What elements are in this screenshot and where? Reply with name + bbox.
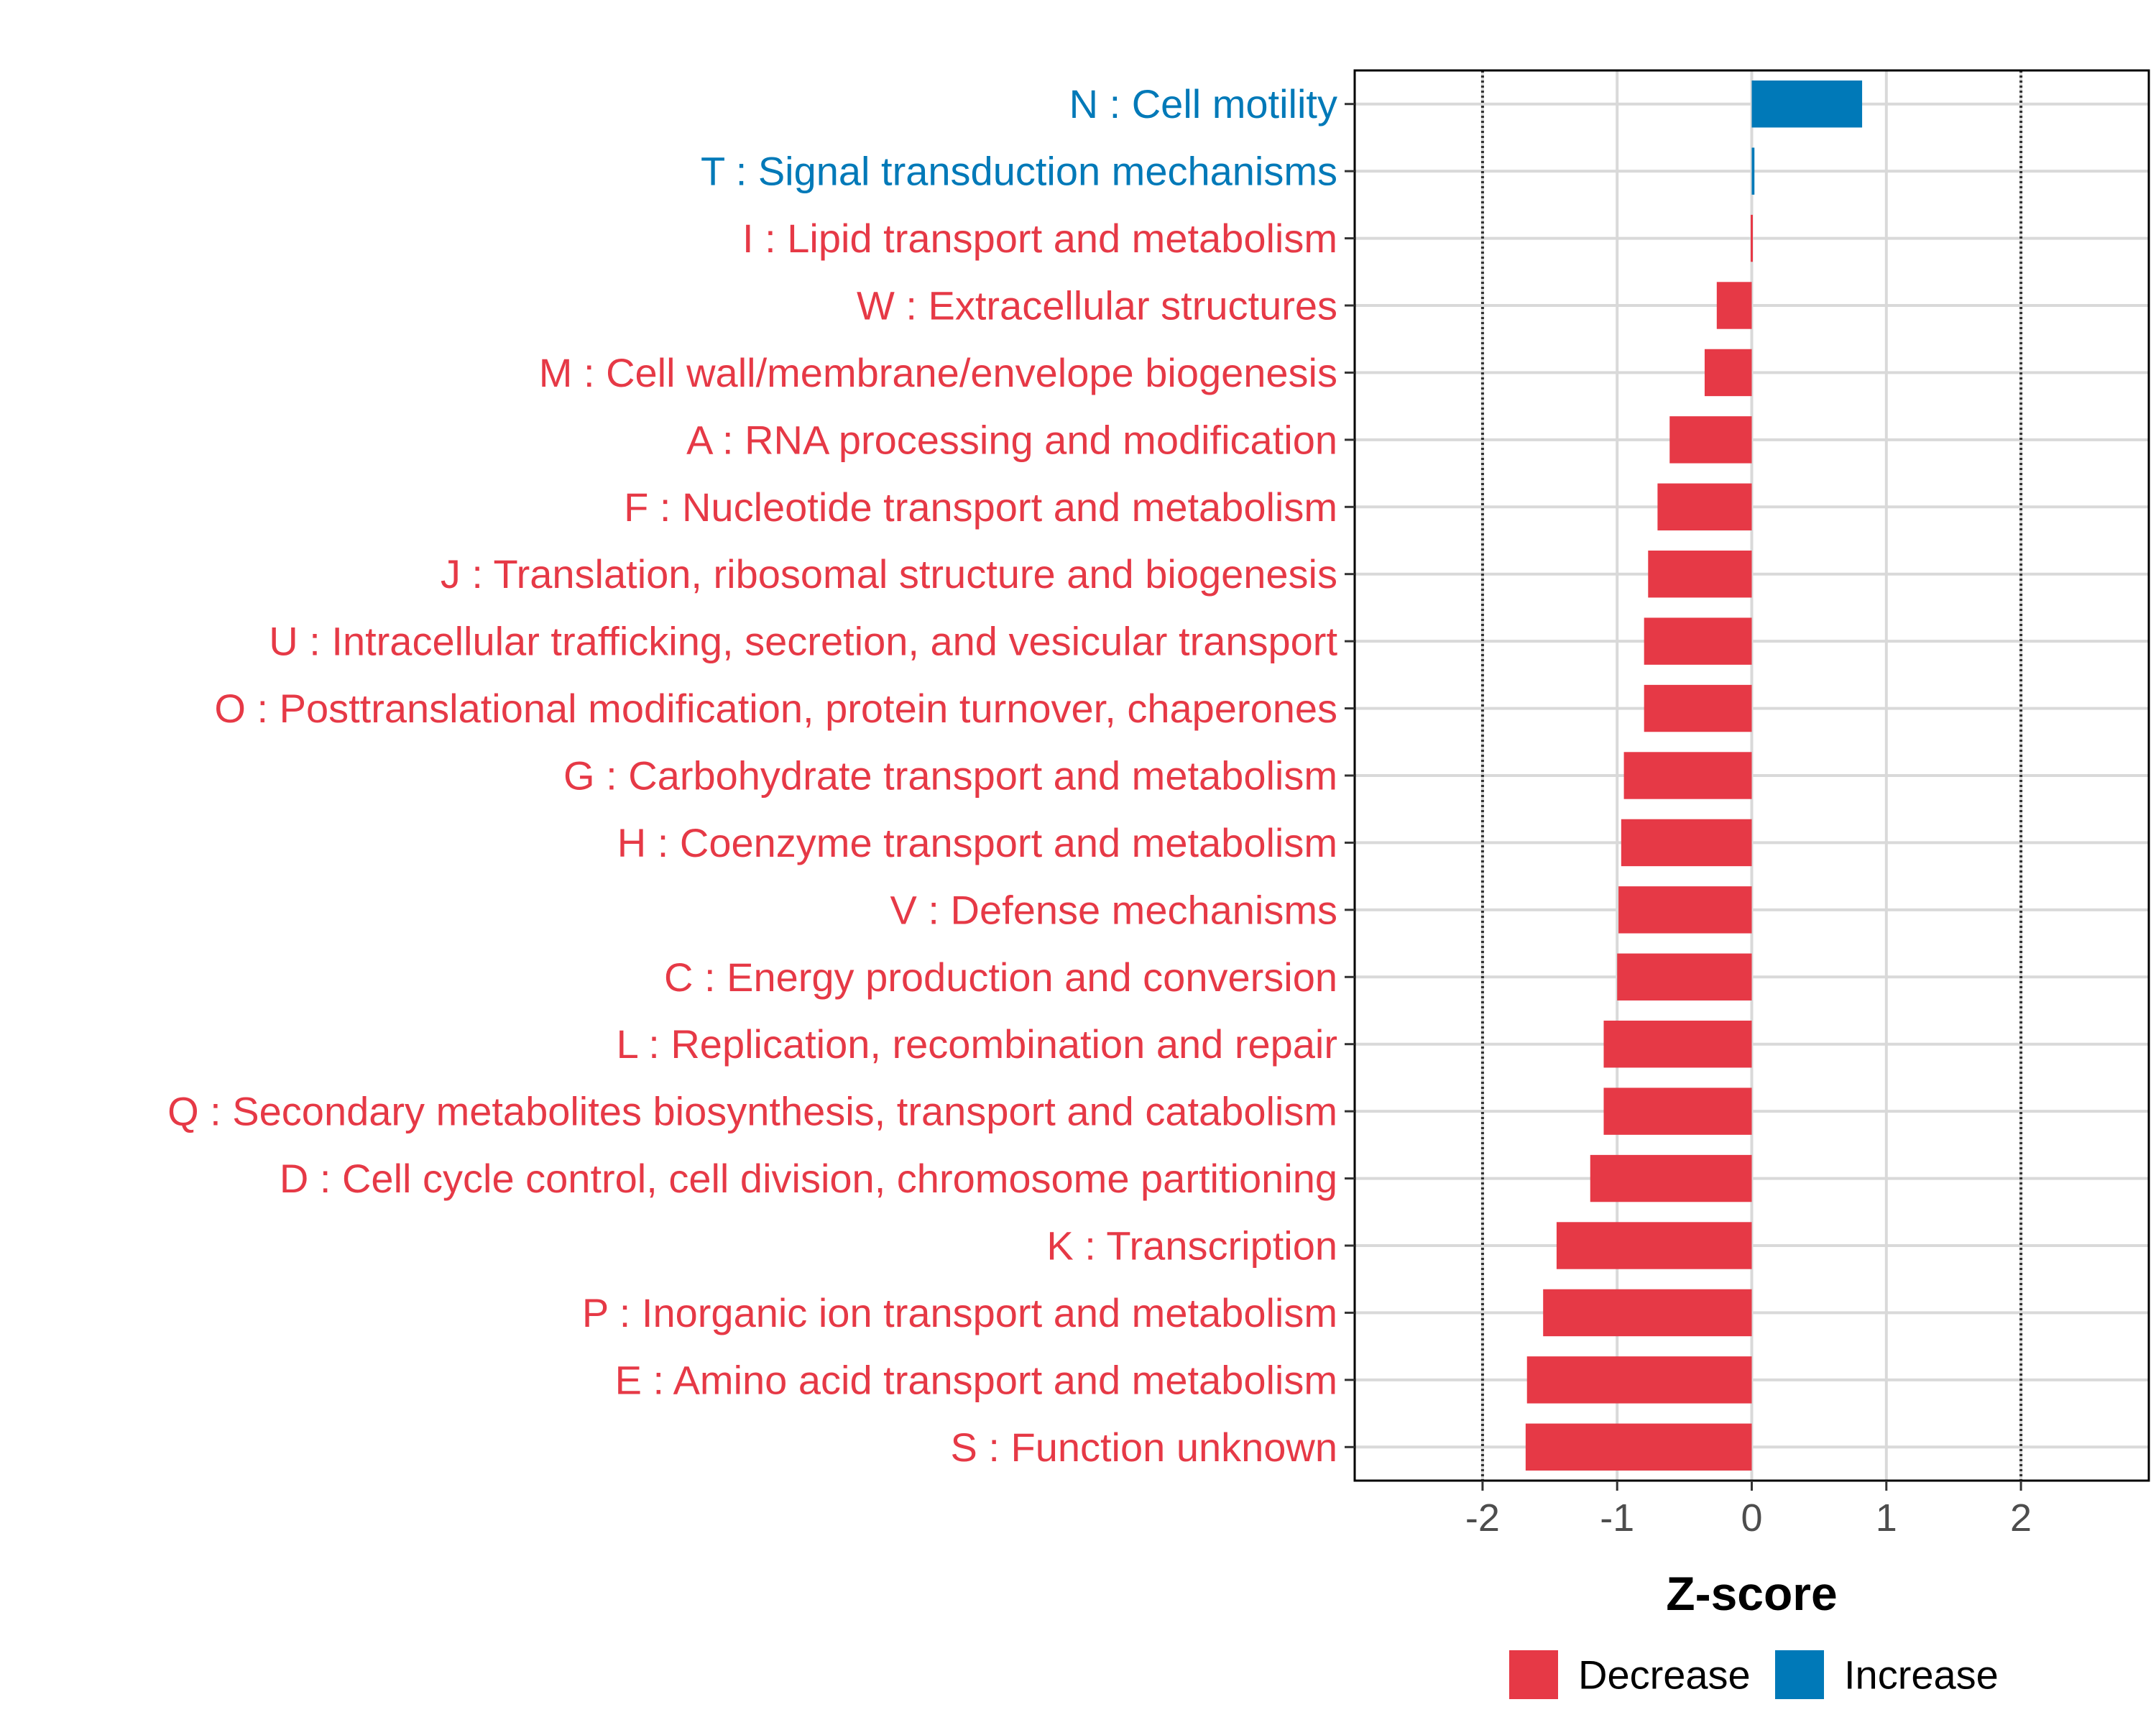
- x-tick-label: -1: [1600, 1496, 1634, 1540]
- y-tick-label: Q : Secondary metabolites biosynthesis, …: [167, 1089, 1337, 1134]
- bar: [1603, 1087, 1752, 1135]
- x-tick-label: -2: [1465, 1496, 1500, 1540]
- x-tick-label: 2: [2010, 1496, 2032, 1540]
- x-tick-label: 1: [1876, 1496, 1897, 1540]
- y-tick-label: H : Coenzyme transport and metabolism: [617, 820, 1337, 865]
- y-tick-label: C : Energy production and conversion: [664, 954, 1337, 1000]
- y-tick-label: T : Signal transduction mechanisms: [701, 149, 1337, 194]
- x-tick-label: 0: [1741, 1496, 1762, 1540]
- bar: [1716, 282, 1752, 329]
- y-tick-label: L : Replication, recombination and repai…: [617, 1021, 1337, 1067]
- y-tick-label: P : Inorganic ion transport and metaboli…: [582, 1290, 1337, 1335]
- bar: [1590, 1154, 1752, 1202]
- y-tick-label: A : RNA processing and modification: [686, 417, 1337, 462]
- bar: [1648, 551, 1752, 598]
- x-axis-title: Z-score: [1666, 1567, 1837, 1620]
- bar: [1603, 1021, 1752, 1068]
- bar: [1543, 1289, 1752, 1337]
- y-tick-label: K : Transcription: [1046, 1223, 1337, 1269]
- legend-swatch: [1509, 1650, 1558, 1699]
- bar: [1621, 819, 1752, 867]
- bar: [1623, 752, 1752, 799]
- y-tick-label: N : Cell motility: [1069, 81, 1337, 126]
- y-tick-label: O : Posttranslational modification, prot…: [214, 686, 1337, 731]
- bar: [1617, 953, 1752, 1000]
- bar: [1751, 80, 1863, 128]
- legend-label: Increase: [1844, 1652, 1999, 1698]
- legend-label: Decrease: [1578, 1652, 1751, 1698]
- y-tick-label: W : Extracellular structures: [857, 283, 1337, 328]
- bar: [1644, 617, 1752, 665]
- y-tick-label: U : Intracellular trafficking, secretion…: [269, 619, 1337, 664]
- bar: [1556, 1222, 1752, 1269]
- y-tick-label: V : Defense mechanisms: [890, 887, 1337, 932]
- y-tick-label: D : Cell cycle control, cell division, c…: [280, 1156, 1337, 1201]
- bar: [1657, 483, 1752, 530]
- y-tick-layer: N : Cell motility T : Signal transduction…: [167, 81, 1355, 1470]
- y-tick-label: G : Carbohydrate transport and metabolis…: [563, 753, 1337, 799]
- y-tick-label: E : Amino acid transport and metabolism: [615, 1357, 1337, 1402]
- bar: [1751, 147, 1755, 195]
- y-tick-label: F : Nucleotide transport and metabolism: [624, 484, 1337, 530]
- legend: Decrease Increase: [1509, 1650, 1999, 1699]
- x-tick-layer: -2 -1 0 1 2: [1465, 1481, 2032, 1540]
- bar: [1669, 416, 1752, 464]
- bar: [1704, 349, 1752, 397]
- bar-layer: [1525, 80, 1863, 1471]
- y-tick-label: J : Translation, ribosomal structure and…: [441, 551, 1337, 597]
- bar: [1525, 1423, 1752, 1471]
- bar: [1618, 886, 1752, 934]
- legend-swatch: [1775, 1650, 1824, 1699]
- y-tick-label: M : Cell wall/membrane/envelope biogenes…: [539, 350, 1337, 395]
- bar: [1526, 1356, 1752, 1404]
- y-tick-label: S : Function unknown: [950, 1425, 1337, 1470]
- bar: [1751, 214, 1753, 262]
- bar: [1644, 684, 1752, 732]
- y-tick-label: I : Lipid transport and metabolism: [742, 216, 1337, 261]
